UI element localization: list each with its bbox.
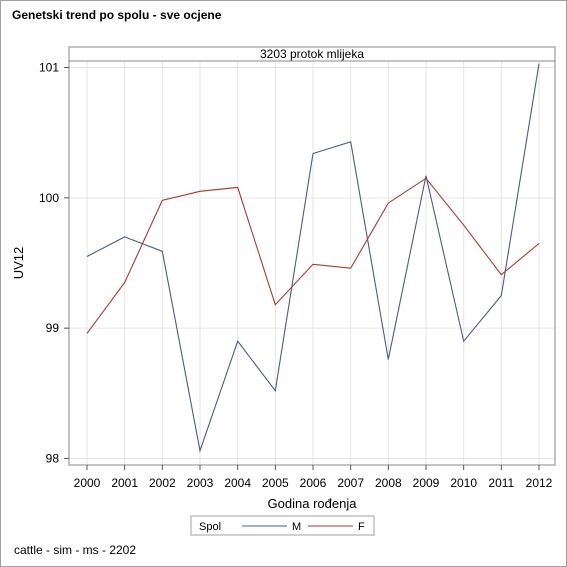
panel-label: 3203 protok mlijeka: [260, 47, 364, 61]
x-tick-label: 2006: [300, 476, 327, 490]
y-tick-label: 100: [39, 191, 59, 205]
y-tick-label: 98: [46, 451, 60, 465]
y-tick-label: 101: [39, 61, 59, 75]
x-tick-label: 2002: [149, 476, 176, 490]
x-tick-label: 2010: [450, 476, 477, 490]
plot-area-border: [68, 60, 556, 466]
x-tick-label: 2008: [375, 476, 402, 490]
x-tick-label: 2009: [413, 476, 440, 490]
series-line-f: [86, 177, 540, 334]
legend-entry-m: M: [292, 521, 301, 533]
x-tick-label: 2004: [224, 476, 251, 490]
x-tick-label: 2000: [74, 476, 101, 490]
x-tick-label: 2007: [337, 476, 364, 490]
y-tick-label: 99: [46, 321, 60, 335]
x-tick-label: 2012: [526, 476, 553, 490]
x-tick-label: 2003: [187, 476, 214, 490]
x-tick-label: 2011: [488, 476, 514, 490]
y-axis-label: UV12: [11, 247, 26, 280]
x-tick-label: 2005: [262, 476, 289, 490]
x-axis-label: Godina rođenja: [268, 496, 358, 511]
footnote: cattle - sim - ms - 2202: [14, 543, 137, 557]
legend-title: Spol: [199, 521, 221, 533]
chart-title: Genetski trend po spolu - sve ocjene: [12, 8, 222, 22]
series-line-m: [86, 63, 540, 453]
legend-entry-f: F: [358, 521, 365, 533]
x-tick-label: 2001: [111, 476, 138, 490]
